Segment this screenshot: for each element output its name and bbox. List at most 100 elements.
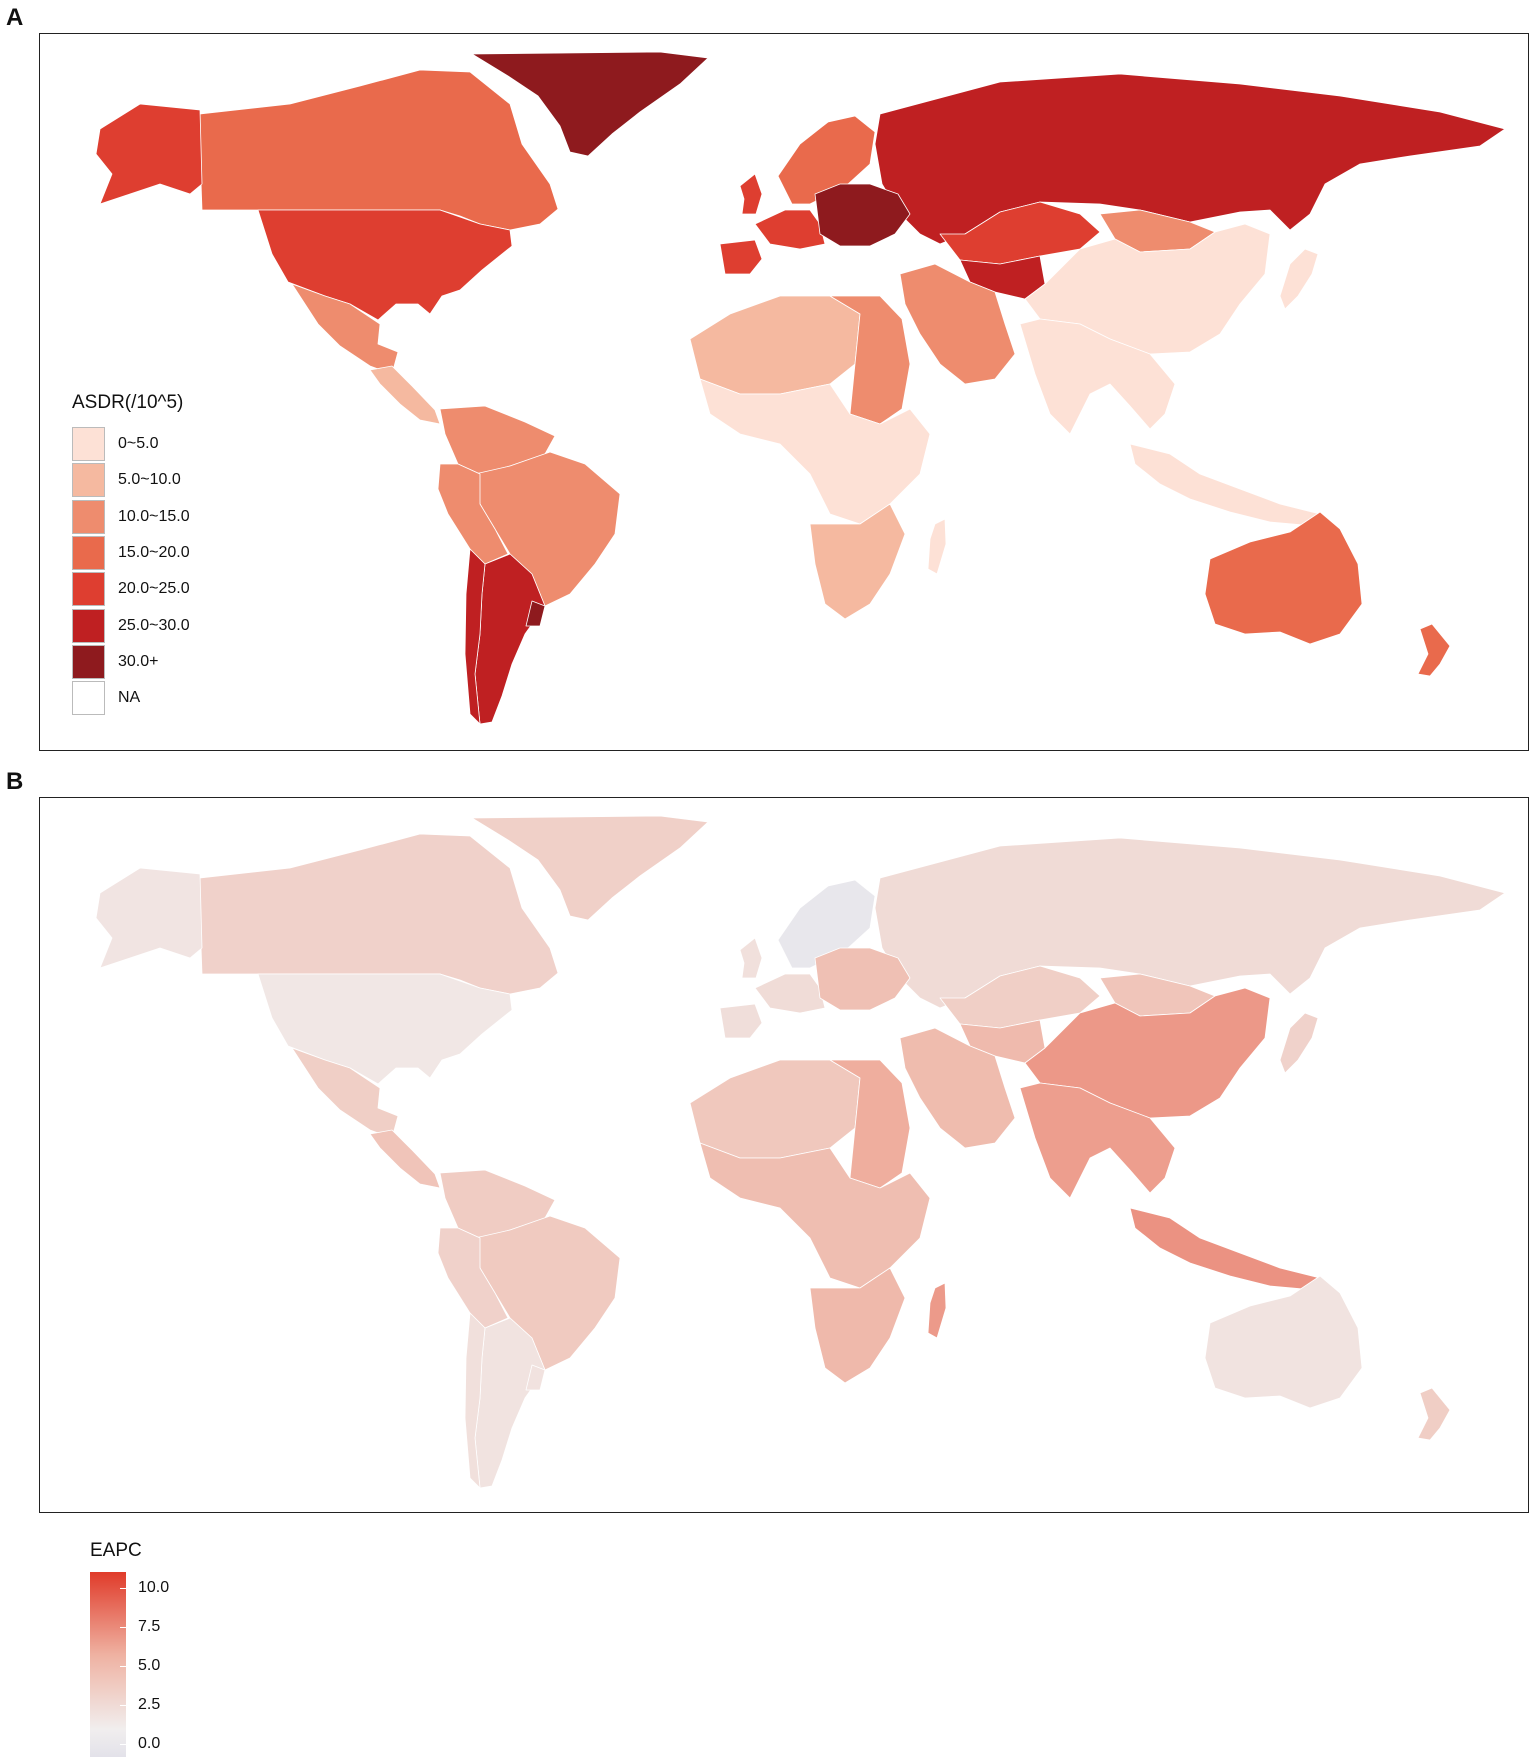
- region-japan[interactable]: [1279, 248, 1319, 310]
- eapc-tick-label: 2.5: [138, 1696, 161, 1714]
- region-north-africa[interactable]: [689, 1059, 861, 1159]
- legend-asdr-label: 20.0~25.0: [118, 580, 190, 598]
- legend-asdr-item: 30.0+: [72, 644, 190, 680]
- region-alaska[interactable]: [95, 867, 203, 969]
- region-canada[interactable]: [199, 69, 559, 231]
- region-uk[interactable]: [739, 937, 763, 979]
- eapc-tick-mark: [120, 1666, 126, 1668]
- region-indonesia[interactable]: [1129, 443, 1321, 527]
- legend-asdr-swatch: [72, 536, 105, 571]
- legend-asdr-swatch: [72, 644, 105, 679]
- region-scandinavia[interactable]: [777, 879, 876, 969]
- region-middle-east[interactable]: [899, 263, 1016, 385]
- region-uruguay[interactable]: [525, 1364, 546, 1391]
- world-map-eapc[interactable]: [40, 798, 1527, 1511]
- panel-a-label: A: [6, 4, 24, 31]
- region-mexico[interactable]: [291, 1047, 399, 1139]
- region-greenland[interactable]: [471, 815, 709, 921]
- legend-asdr-title: ASDR(/10^5): [72, 392, 184, 413]
- region-madagascar[interactable]: [927, 1282, 947, 1339]
- region-indonesia[interactable]: [1129, 1207, 1321, 1291]
- region-uruguay[interactable]: [525, 600, 546, 627]
- world-map-asdr[interactable]: [40, 34, 1527, 749]
- region-uk[interactable]: [739, 173, 763, 215]
- legend-asdr-item: 25.0~30.0: [72, 607, 190, 643]
- eapc-tick-label: 10.0: [138, 1578, 170, 1596]
- region-peru-bolivia[interactable]: [437, 463, 509, 565]
- legend-eapc-title: EAPC: [90, 1540, 142, 1561]
- legend-asdr-label: NA: [118, 689, 141, 707]
- region-india-se-asia[interactable]: [1019, 1082, 1176, 1199]
- region-argentina[interactable]: [474, 553, 546, 725]
- region-scandinavia[interactable]: [777, 115, 876, 205]
- region-chile[interactable]: [464, 1312, 486, 1489]
- legend-asdr-label: 10.0~15.0: [118, 507, 190, 525]
- panel-b-label: B: [6, 768, 24, 795]
- region-new-zealand[interactable]: [1417, 1387, 1451, 1441]
- region-usa[interactable]: [257, 209, 513, 321]
- region-madagascar[interactable]: [927, 518, 947, 575]
- legend-asdr-swatch: [72, 681, 105, 716]
- region-chile[interactable]: [464, 548, 486, 725]
- eapc-tick-mark: [120, 1744, 126, 1746]
- region-egypt-sudan[interactable]: [829, 295, 911, 425]
- legend-asdr-label: 15.0~20.0: [118, 544, 190, 562]
- region-peru-bolivia[interactable]: [437, 1227, 509, 1329]
- region-argentina[interactable]: [474, 1317, 546, 1489]
- region-russia[interactable]: [874, 73, 1506, 245]
- region-new-zealand[interactable]: [1417, 623, 1451, 677]
- region-russia[interactable]: [874, 837, 1506, 1009]
- region-western-europe[interactable]: [754, 209, 826, 250]
- eapc-tick-mark: [120, 1587, 126, 1589]
- region-australia[interactable]: [1204, 511, 1363, 645]
- legend-asdr-swatch: [72, 427, 105, 462]
- region-alaska[interactable]: [95, 103, 203, 205]
- map-panel-asdr: ASDR(/10^5) 0~5.0 5.0~10.0 10.0~15.0 15.0~2…: [39, 33, 1529, 751]
- region-japan[interactable]: [1279, 1012, 1319, 1074]
- region-canada[interactable]: [199, 833, 559, 995]
- region-west-central-africa[interactable]: [699, 1142, 931, 1289]
- region-iberia[interactable]: [719, 239, 763, 275]
- legend-asdr-label: 25.0~30.0: [118, 616, 190, 634]
- legend-eapc: EAPC 10.0 7.5 5.0 2.5 0.0: [90, 1540, 169, 1757]
- region-central-europe[interactable]: [814, 947, 911, 1011]
- region-central-america[interactable]: [369, 1129, 441, 1189]
- eapc-tick-label: 5.0: [138, 1657, 161, 1675]
- region-india-se-asia[interactable]: [1019, 318, 1176, 435]
- legend-asdr-swatch: [72, 572, 105, 607]
- eapc-tick-mark: [120, 1626, 126, 1628]
- land-group: [95, 51, 1506, 725]
- eapc-tick-mark: [120, 1705, 126, 1707]
- legend-asdr-item: NA: [72, 680, 190, 716]
- region-greenland[interactable]: [471, 51, 709, 157]
- land-group: [95, 815, 1506, 1489]
- legend-asdr-item: 10.0~15.0: [72, 499, 190, 535]
- region-mexico[interactable]: [291, 283, 399, 375]
- legend-asdr-swatch: [72, 463, 105, 498]
- legend-asdr-item: 5.0~10.0: [72, 462, 190, 498]
- legend-asdr-swatch: [72, 608, 105, 643]
- legend-asdr-label: 30.0+: [118, 652, 159, 670]
- legend-asdr-item: 0~5.0: [72, 426, 190, 462]
- region-western-europe[interactable]: [754, 973, 826, 1014]
- region-north-africa[interactable]: [689, 295, 861, 395]
- eapc-tick-label: 0.0: [138, 1735, 161, 1753]
- eapc-tick-label: 7.5: [138, 1617, 161, 1635]
- region-usa[interactable]: [257, 973, 513, 1085]
- region-southern-africa[interactable]: [809, 1267, 906, 1384]
- region-central-america[interactable]: [369, 365, 441, 425]
- map-panel-eapc: EAPC 10.0 7.5 5.0 2.5 0.0: [39, 797, 1529, 1757]
- eapc-gradient: [90, 1572, 126, 1757]
- eapc-colorbar: 10.0 7.5 5.0 2.5 0.0: [90, 1572, 169, 1757]
- legend-asdr-label: 5.0~10.0: [118, 471, 181, 489]
- region-west-central-africa[interactable]: [699, 378, 931, 525]
- region-egypt-sudan[interactable]: [829, 1059, 911, 1189]
- legend-asdr: ASDR(/10^5) 0~5.0 5.0~10.0 10.0~15.0 15.0~2…: [72, 392, 190, 716]
- region-central-europe[interactable]: [814, 183, 911, 247]
- region-australia[interactable]: [1204, 1275, 1363, 1409]
- legend-asdr-label: 0~5.0: [118, 435, 159, 453]
- legend-asdr-swatch: [72, 499, 105, 534]
- region-southern-africa[interactable]: [809, 503, 906, 620]
- region-middle-east[interactable]: [899, 1027, 1016, 1149]
- region-iberia[interactable]: [719, 1003, 763, 1039]
